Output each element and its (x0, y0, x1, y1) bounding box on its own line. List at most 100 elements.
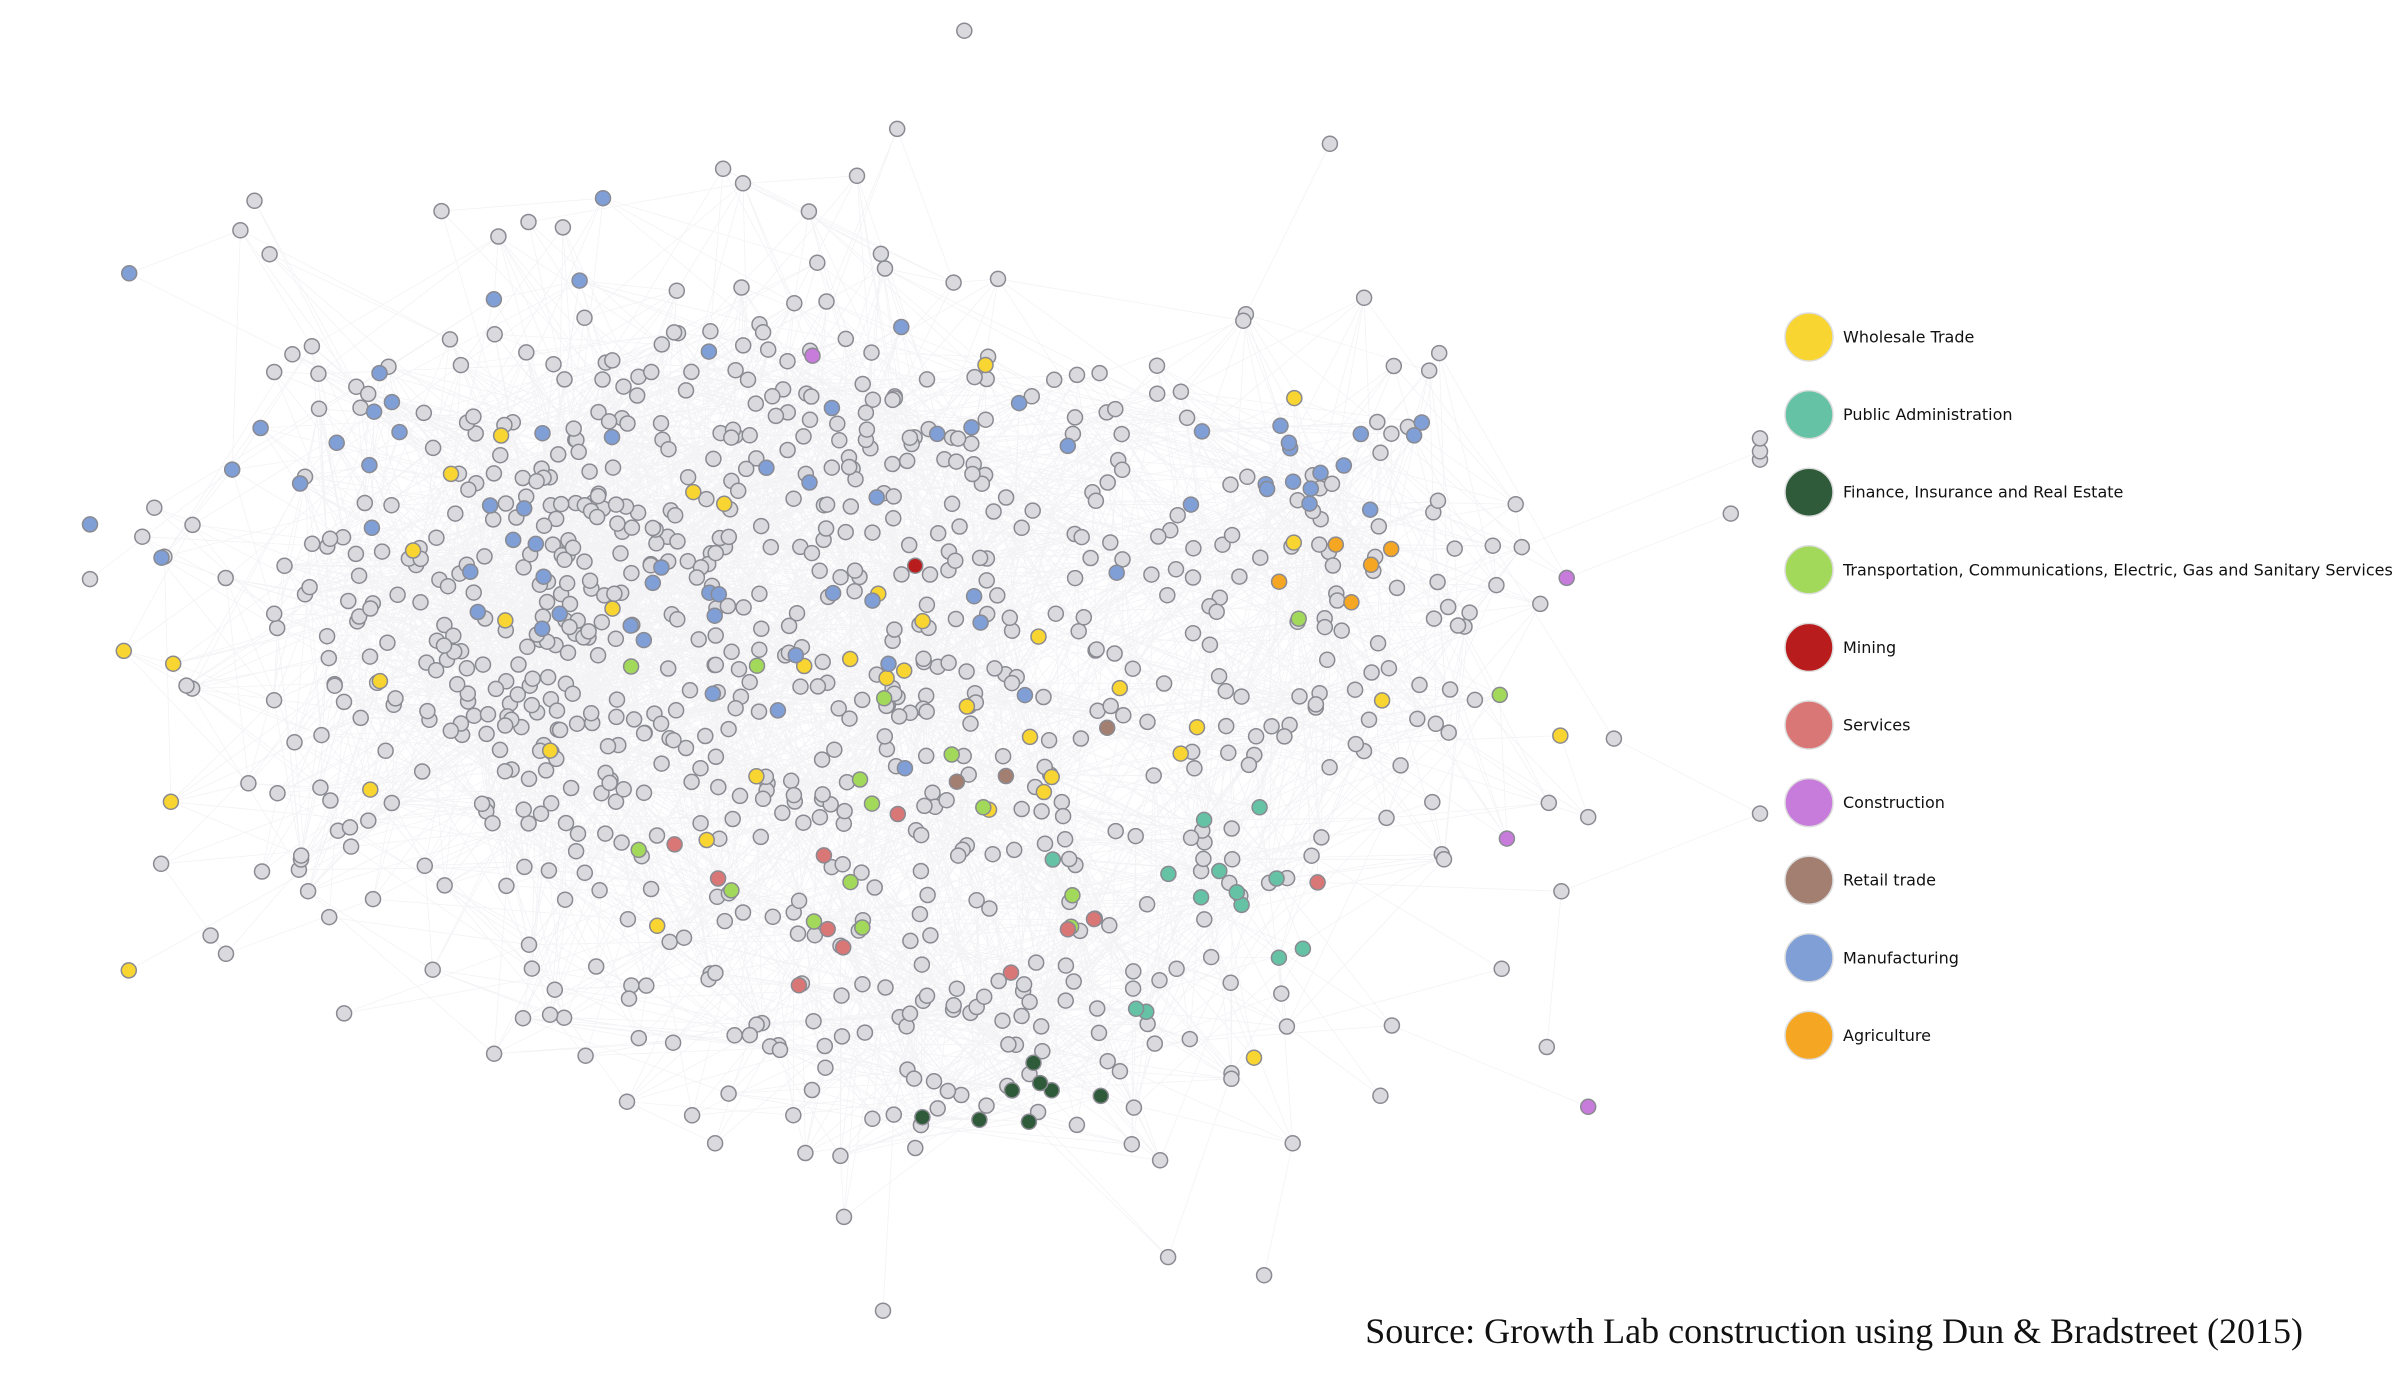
node (866, 879, 883, 896)
node (246, 192, 263, 210)
node (1605, 730, 1623, 747)
node (435, 637, 453, 654)
node (476, 548, 493, 565)
node (720, 528, 738, 546)
node (1098, 719, 1116, 737)
node (834, 856, 851, 873)
node (710, 778, 727, 796)
node (603, 428, 621, 446)
node (604, 600, 621, 617)
node (787, 646, 805, 664)
node (924, 784, 941, 801)
node (1369, 413, 1386, 431)
node (1321, 135, 1339, 153)
node (377, 742, 394, 760)
node (535, 568, 552, 585)
node (1538, 1038, 1556, 1056)
node (700, 343, 718, 360)
node (322, 792, 339, 809)
node (752, 517, 770, 535)
node (433, 202, 450, 220)
node (734, 337, 752, 354)
node (669, 533, 686, 550)
node (1087, 492, 1105, 510)
node (876, 260, 894, 277)
node (1148, 385, 1166, 402)
node (582, 704, 600, 722)
node (1182, 829, 1200, 847)
node (1427, 715, 1445, 733)
node (1188, 718, 1206, 736)
node (947, 610, 965, 628)
node (424, 961, 441, 978)
node (1015, 976, 1033, 993)
node (558, 575, 576, 592)
node (854, 975, 871, 993)
node (1372, 444, 1389, 462)
node (356, 494, 374, 512)
node (886, 621, 903, 638)
node (371, 364, 388, 382)
node (1168, 960, 1185, 978)
node (795, 814, 812, 831)
legend: Wholesale Trade Public Administration Fina… (1784, 312, 2392, 1061)
node (567, 842, 585, 860)
node (1192, 889, 1210, 906)
node (1072, 730, 1090, 747)
node (557, 814, 575, 832)
node (1335, 457, 1353, 474)
node (758, 459, 775, 477)
node (1057, 957, 1075, 974)
node (1185, 540, 1202, 557)
node (608, 691, 626, 708)
node (1065, 973, 1082, 990)
node (514, 469, 532, 487)
node (785, 786, 803, 804)
node (1411, 676, 1428, 694)
node (1430, 344, 1448, 362)
node (947, 552, 964, 569)
node (653, 755, 670, 772)
node (864, 391, 882, 408)
node (1312, 464, 1329, 482)
node (568, 715, 586, 732)
node (1201, 636, 1219, 653)
node (1369, 635, 1387, 652)
node (1579, 1098, 1597, 1116)
node (516, 858, 533, 876)
node (1235, 312, 1252, 329)
node (698, 490, 715, 508)
node (1195, 811, 1213, 829)
node (1040, 732, 1058, 749)
node (984, 845, 1001, 863)
node (1223, 1070, 1240, 1088)
node (835, 1208, 853, 1226)
node (1370, 518, 1388, 535)
node (569, 825, 587, 842)
node (419, 702, 436, 720)
node (313, 726, 330, 744)
node (846, 582, 863, 600)
node (253, 863, 271, 880)
node (858, 421, 876, 438)
node (805, 913, 823, 930)
node (485, 291, 503, 308)
node (1251, 799, 1268, 816)
node (677, 739, 695, 757)
node (748, 657, 766, 674)
node (615, 781, 632, 798)
node (823, 399, 841, 417)
node (1202, 948, 1220, 966)
node (497, 612, 514, 629)
node (630, 1029, 648, 1047)
node (710, 585, 728, 603)
node (533, 620, 551, 637)
node (383, 794, 401, 812)
node (81, 570, 99, 588)
node (1013, 519, 1030, 537)
node (817, 1059, 834, 1076)
node (918, 371, 936, 388)
node (885, 510, 902, 527)
node (1429, 492, 1447, 509)
